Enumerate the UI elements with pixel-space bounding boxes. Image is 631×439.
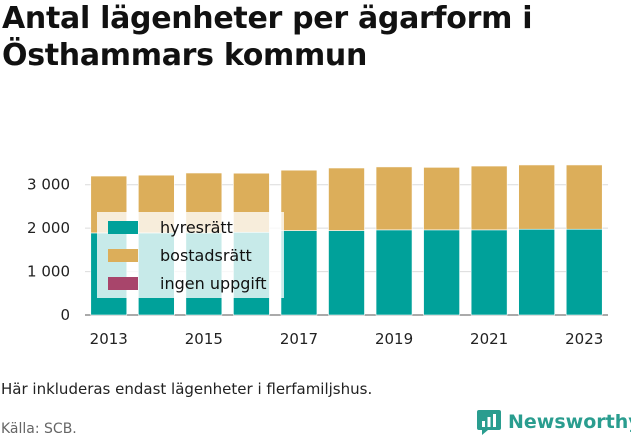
bar-segment[interactable]: [565, 164, 603, 230]
bar-segment[interactable]: [423, 167, 460, 231]
legend-label: bostadsrätt: [160, 246, 252, 265]
bar-segment[interactable]: [565, 228, 603, 316]
bar-segment[interactable]: [423, 229, 460, 316]
bar-segment[interactable]: [280, 169, 318, 231]
bar-segment[interactable]: [328, 167, 365, 231]
bar-segment[interactable]: [470, 229, 508, 316]
y-axis: 0 1 000 2 000 3 000: [27, 176, 70, 324]
legend-label: hyresrätt: [160, 218, 233, 237]
legend: hyresrätt bostadsrätt ingen uppgift: [97, 212, 284, 298]
chart-note: Här inkluderas endast lägenheter i flerf…: [1, 380, 373, 398]
bar-segment[interactable]: [328, 230, 365, 316]
stacked-bar-chart: hyresrätt bostadsrätt ingen uppgift 0 1 000…: [27, 164, 608, 348]
bar-segment[interactable]: [518, 228, 555, 316]
y-tick-label: 0: [60, 306, 70, 324]
bar-segment[interactable]: [375, 166, 413, 231]
x-tick-label: 2013: [90, 330, 128, 348]
x-tick-label: 2015: [185, 330, 223, 348]
y-tick-label: 3 000: [27, 176, 70, 194]
x-tick-label: 2021: [470, 330, 508, 348]
x-tick-label: 2023: [565, 330, 603, 348]
legend-swatch: [108, 277, 138, 290]
x-tick-label: 2017: [280, 330, 318, 348]
chart-title: Antal lägenheter per ägarform i Östhamma…: [2, 1, 533, 73]
x-tick-label: 2019: [375, 330, 413, 348]
brand-name: Newsworthy: [508, 411, 631, 433]
newsworthy-logo-icon: [477, 410, 501, 435]
source-text: Källa: SCB.: [1, 421, 77, 437]
y-tick-label: 2 000: [27, 219, 70, 237]
bar-segment[interactable]: [280, 230, 318, 316]
y-tick-label: 1 000: [27, 263, 70, 281]
bar-segment[interactable]: [470, 165, 508, 231]
legend-swatch: [108, 221, 138, 234]
legend-swatch: [108, 249, 138, 262]
legend-label: ingen uppgift: [160, 274, 267, 293]
bar-segment[interactable]: [375, 229, 413, 316]
x-axis: 2013 2015 2017 2019 2021 2023: [90, 330, 604, 348]
bar-segment[interactable]: [518, 164, 555, 230]
newsworthy-logo[interactable]: Newsworthy: [476, 408, 631, 436]
